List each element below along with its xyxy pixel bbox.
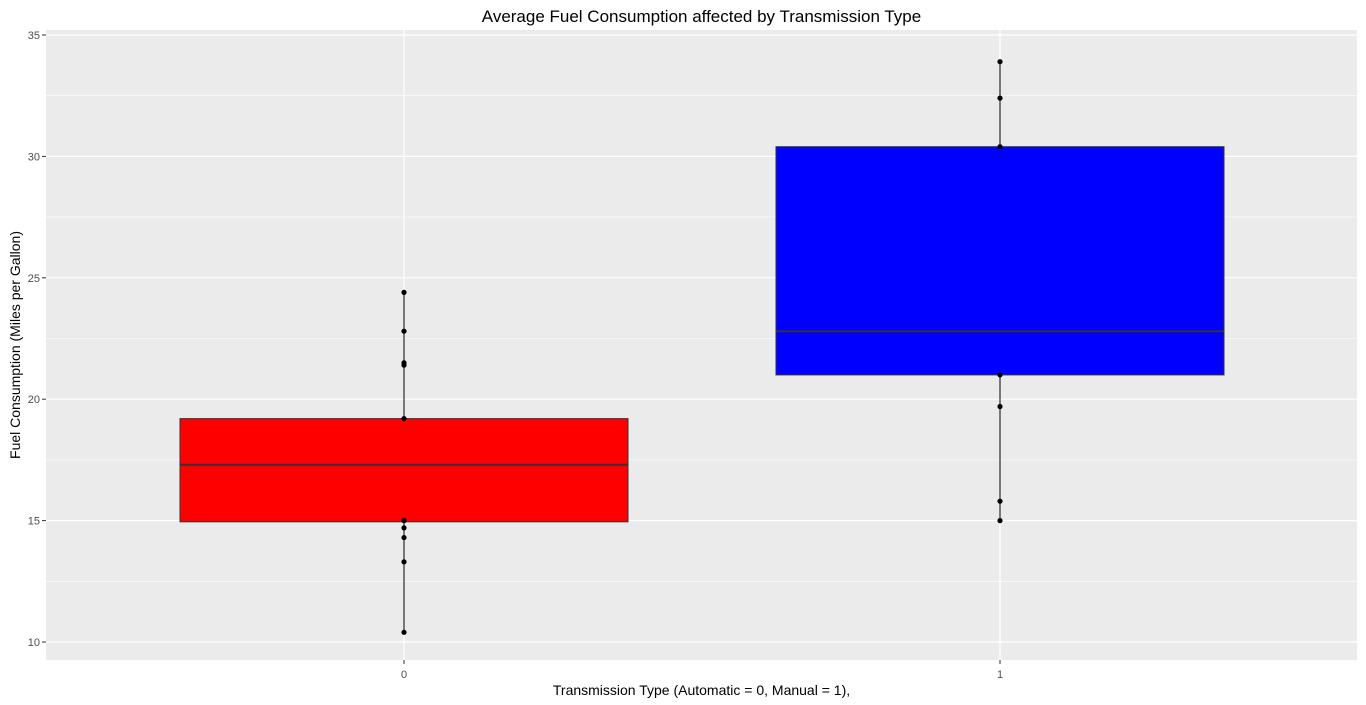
x-tick-label: 1 [997,669,1003,681]
data-point [997,498,1003,504]
box-rect [179,418,629,523]
data-point [997,95,1003,101]
box-layer [179,59,1225,635]
y-axis-ticks: 10 15 20 25 30 35 [28,30,46,649]
y-tick-label: 25 [28,273,40,285]
data-point [997,59,1003,65]
box-rect [775,146,1225,376]
x-axis-title: Transmission Type (Automatic = 0, Manual… [553,682,850,698]
data-point [401,629,407,635]
data-point [401,518,407,524]
x-tick-label: 0 [401,669,407,681]
y-axis-title: Fuel Consumption (Miles per Gallon) [7,231,23,459]
y-tick-label: 20 [28,394,40,406]
y-tick-label: 10 [28,637,40,649]
chart-title: Average Fuel Consumption affected by Tra… [482,7,921,26]
data-point [997,372,1003,378]
data-point [401,525,407,531]
data-point [401,360,407,366]
data-point [401,289,407,295]
box-group-0 [179,289,629,635]
data-point [401,328,407,334]
data-point [401,534,407,541]
data-point [401,559,407,565]
y-tick-label: 15 [28,516,40,528]
data-point [997,144,1003,150]
box-group-1 [775,59,1225,524]
y-tick-label: 35 [28,30,40,42]
data-point [401,416,407,422]
data-point [997,518,1003,524]
y-tick-label: 30 [28,151,40,163]
data-point [997,403,1003,410]
